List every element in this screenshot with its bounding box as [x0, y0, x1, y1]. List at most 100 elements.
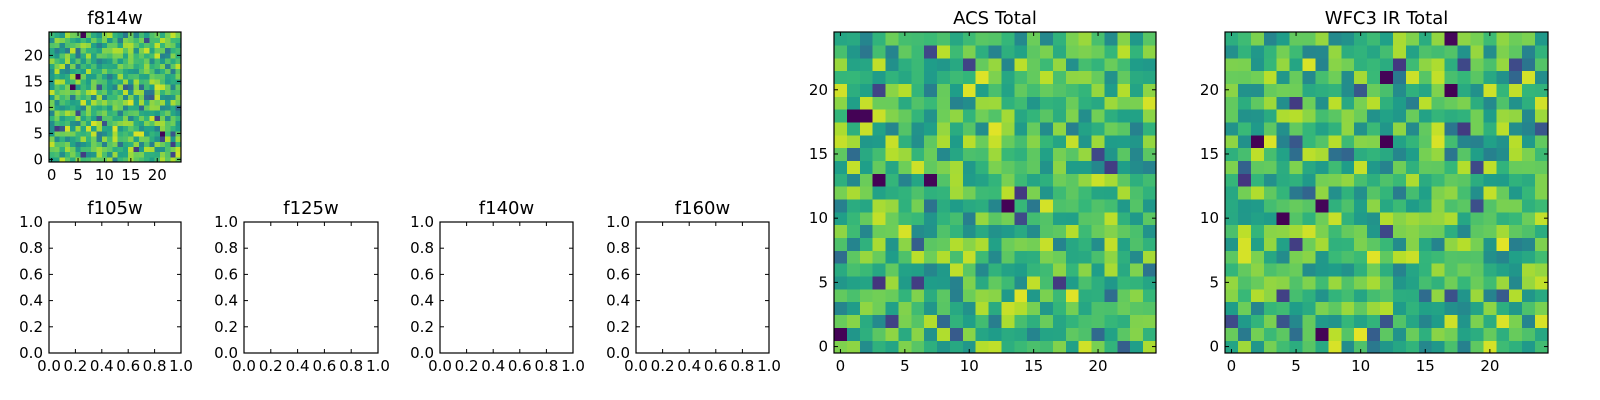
heatmap-cell	[85, 52, 92, 59]
heatmap-cell	[1130, 186, 1144, 200]
heatmap-cell	[975, 147, 990, 161]
heatmap-cell	[872, 250, 887, 264]
heatmap-cell	[1225, 250, 1239, 264]
heatmap-cell	[988, 186, 1003, 200]
heatmap-cell	[1431, 173, 1446, 187]
heatmap-cell	[138, 125, 145, 132]
heatmap-cell	[1496, 340, 1510, 354]
heatmap-cell	[1040, 224, 1054, 239]
heatmap-cell	[122, 104, 129, 111]
heatmap-cell	[1040, 314, 1054, 328]
heatmap-cell	[1225, 224, 1239, 239]
heatmap-cell	[1237, 327, 1252, 341]
heatmap-cell	[133, 115, 140, 121]
heatmap-cell	[1104, 340, 1118, 354]
heatmap-cell	[1014, 224, 1028, 239]
heatmap-cell	[128, 110, 135, 116]
heatmap-cell	[1496, 57, 1510, 72]
heatmap-cell	[1457, 340, 1472, 354]
heatmap-cell	[1444, 288, 1459, 303]
heatmap-cell	[165, 130, 172, 137]
heatmap-cell	[85, 146, 92, 153]
heatmap-cell	[91, 47, 98, 54]
heatmap-cell	[144, 52, 150, 59]
heatmap-cell	[911, 250, 925, 264]
heatmap-cell	[1130, 44, 1144, 59]
heatmap-cell	[937, 186, 951, 200]
heatmap-cell	[1276, 301, 1291, 316]
heatmap-cell	[122, 141, 129, 147]
heatmap-cell	[133, 73, 140, 80]
heatmap-cell	[1263, 44, 1278, 59]
heatmap-cell	[1117, 121, 1131, 136]
heatmap-cell	[1289, 96, 1304, 110]
heatmap-cell	[144, 78, 150, 85]
heatmap-cell	[80, 58, 87, 64]
heatmap-cell	[154, 84, 161, 90]
heatmap-cell	[1509, 263, 1523, 277]
f140w-xtick-label-0-4: 0.4	[481, 357, 505, 375]
heatmap-cell	[1418, 288, 1433, 303]
heatmap-cell	[117, 120, 124, 127]
heatmap-cell	[1001, 211, 1015, 226]
heatmap-cell	[1276, 160, 1291, 174]
heatmap-cell	[1040, 288, 1054, 303]
heatmap-cell	[1065, 121, 1080, 136]
heatmap-cell	[1027, 237, 1041, 251]
heatmap-cell	[96, 99, 103, 106]
heatmap-cell	[1091, 121, 1106, 136]
heatmap-cell	[159, 47, 166, 54]
heatmap-cell	[128, 130, 135, 137]
heatmap-cell	[1522, 250, 1536, 264]
heatmap-cell	[1457, 44, 1472, 59]
heatmap-cell	[1040, 250, 1054, 264]
heatmap-cell	[885, 134, 899, 149]
heatmap-cell	[1001, 134, 1015, 149]
heatmap-cell	[101, 37, 108, 43]
heatmap-cell	[59, 115, 66, 121]
heatmap-cell	[1052, 134, 1067, 149]
f140w-ytick-label-0-6: 0.6	[410, 265, 434, 283]
heatmap-cell	[1483, 250, 1497, 264]
heatmap-cell	[988, 340, 1003, 354]
heatmap-cell	[937, 32, 951, 46]
heatmap-cell	[885, 340, 899, 354]
heatmap-cell	[962, 173, 977, 187]
heatmap-cell	[1276, 237, 1291, 251]
heatmap-cell	[911, 121, 925, 136]
heatmap-cell	[1483, 147, 1497, 161]
heatmap-cell	[1470, 224, 1484, 239]
heatmap-cell	[1250, 327, 1265, 341]
heatmap-cell	[112, 84, 119, 90]
heatmap-cell	[834, 147, 848, 161]
heatmap-cell	[154, 42, 161, 49]
heatmap-cell	[1225, 198, 1239, 213]
heatmap-cell	[975, 198, 990, 213]
heatmap-cell	[59, 125, 66, 132]
f125w-xtick-label-0-6: 0.6	[312, 357, 336, 375]
heatmap-cell	[1052, 83, 1067, 97]
heatmap-cell	[988, 160, 1003, 174]
heatmap-cell	[924, 121, 938, 136]
heatmap-cell	[949, 314, 964, 328]
heatmap-cell	[1405, 288, 1420, 303]
heatmap-cell	[154, 136, 161, 142]
wfc3-ir-total-ytick-label-5: 5	[1209, 273, 1219, 291]
heatmap-cell	[1104, 263, 1118, 277]
heatmap-cell	[1237, 186, 1252, 200]
heatmap-cell	[988, 96, 1003, 110]
heatmap-cell	[107, 63, 113, 69]
heatmap-cell	[1237, 263, 1252, 277]
heatmap-cell	[1341, 314, 1355, 328]
heatmap-cell	[1380, 263, 1394, 277]
heatmap-cell	[1392, 186, 1407, 200]
heatmap-cell	[1237, 288, 1252, 303]
heatmap-cell	[159, 151, 166, 158]
heatmap-cell	[59, 32, 66, 38]
heatmap-cell	[175, 146, 182, 153]
heatmap-cell	[59, 63, 66, 69]
heatmap-cell	[1237, 314, 1252, 328]
heatmap-cell	[1027, 57, 1041, 72]
heatmap-cell	[1522, 83, 1536, 97]
heatmap-cell	[975, 32, 990, 46]
